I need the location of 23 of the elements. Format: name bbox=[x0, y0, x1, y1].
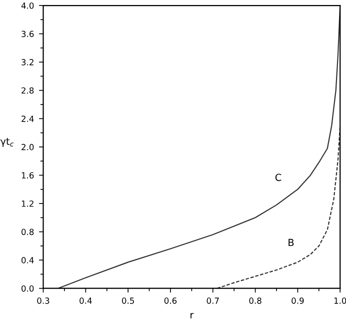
x-tick-label: 0.5 bbox=[122, 298, 134, 304]
y-tick-label: 1.6 bbox=[22, 172, 34, 179]
series-label: C bbox=[275, 174, 282, 182]
x-tick-label: 0.7 bbox=[206, 298, 219, 304]
y-tick-label: 3.6 bbox=[22, 30, 34, 38]
x-tick-label: 1.0 bbox=[334, 298, 346, 304]
x-tick-label: 0.8 bbox=[249, 298, 262, 304]
y-tick-label: 0.0 bbox=[22, 285, 34, 292]
y-tick-label: 0.8 bbox=[22, 228, 34, 236]
x-tick-label: 0.6 bbox=[164, 298, 177, 304]
y-axis-title: γt$_{c}$ bbox=[0, 138, 14, 147]
y-tick-label: 0.4 bbox=[22, 257, 34, 264]
y-tick-label: 4.0 bbox=[21, 2, 34, 9]
y-tick-label: 2.8 bbox=[22, 87, 34, 94]
y-tick-label: 2.0 bbox=[22, 144, 34, 150]
y-tick-label: 3.2 bbox=[22, 59, 34, 66]
x-tick-label: 0.9 bbox=[292, 298, 304, 304]
x-tick-label: 0.3 bbox=[37, 298, 50, 304]
y-tick-label: 1.2 bbox=[22, 200, 34, 207]
series-label: B bbox=[288, 238, 294, 246]
y-tick-label: 2.4 bbox=[22, 116, 34, 122]
x-axis-title: r bbox=[190, 312, 194, 318]
x-tick-label: 0.4 bbox=[80, 298, 92, 304]
